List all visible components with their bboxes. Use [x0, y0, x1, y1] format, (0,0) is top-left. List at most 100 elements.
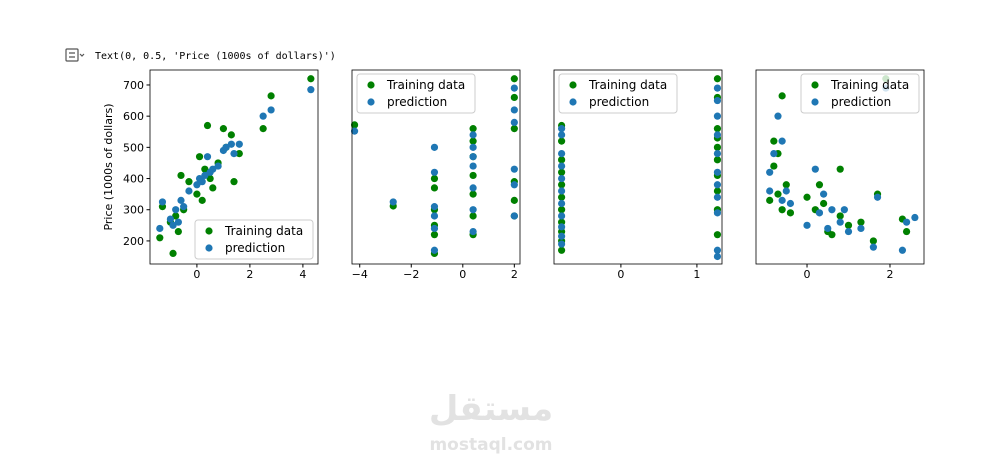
point [828, 231, 836, 239]
point [713, 131, 722, 139]
x-tick-label: 0 [617, 268, 624, 281]
point [158, 198, 167, 206]
point [350, 121, 359, 129]
y-tick-label: 500 [123, 141, 144, 154]
x-tick-label: 4 [299, 268, 306, 281]
point [811, 165, 819, 173]
point [430, 174, 439, 183]
point [713, 96, 722, 105]
point [510, 75, 518, 83]
legend-box [558, 73, 678, 114]
point [430, 224, 439, 233]
point [469, 153, 477, 161]
point [169, 249, 177, 257]
y-tick-label: 600 [123, 110, 144, 123]
point [156, 234, 164, 242]
point [430, 203, 439, 211]
point [469, 171, 477, 180]
y-tick-label: 400 [123, 173, 144, 186]
point [219, 125, 228, 133]
x-tick-label: 2 [246, 268, 253, 281]
point [430, 231, 439, 239]
point [180, 203, 188, 211]
legend-box [800, 73, 920, 114]
x-tick-label: 0 [804, 268, 811, 281]
point [201, 165, 209, 173]
y-axis-label: Price (1000s of dollars) [102, 103, 115, 230]
point [815, 181, 824, 189]
point [185, 187, 193, 195]
point [558, 168, 566, 176]
legend-marker [367, 81, 375, 89]
point [469, 131, 477, 139]
output-text: Text(0, 0.5, 'Price (1000s of dollars)') [95, 51, 336, 62]
legend-marker [811, 98, 819, 106]
point [840, 206, 848, 214]
point [193, 181, 201, 189]
legend-label: Training data [224, 224, 303, 238]
legend-label: prediction [225, 241, 285, 255]
point [558, 223, 566, 231]
y-tick-label: 200 [123, 235, 144, 248]
point [786, 199, 795, 208]
point [469, 125, 477, 133]
point [510, 125, 518, 133]
point [174, 227, 182, 236]
point [713, 112, 722, 120]
watermark-arabic: مستقل [429, 389, 553, 429]
point [185, 178, 193, 186]
point [558, 193, 566, 201]
point [713, 193, 722, 201]
legend-label: prediction [589, 95, 649, 109]
point [193, 190, 201, 198]
point [844, 221, 853, 229]
point [510, 212, 518, 220]
point [869, 243, 877, 251]
point [259, 125, 267, 133]
point [198, 196, 206, 204]
point [201, 171, 209, 180]
point [713, 187, 722, 195]
point [713, 246, 722, 254]
output-icon[interactable] [65, 48, 85, 62]
x-tick-label: 2 [511, 268, 518, 281]
point [469, 212, 477, 220]
point [195, 153, 204, 161]
x-tick-label: 0 [459, 268, 466, 281]
legend-label: prediction [387, 95, 447, 109]
point [778, 196, 786, 204]
point [510, 84, 518, 92]
point [510, 181, 518, 189]
point [844, 227, 853, 236]
point [713, 231, 722, 239]
legend-box [194, 219, 314, 260]
point [169, 221, 177, 229]
point [227, 131, 235, 139]
legend-label: Training data [386, 78, 465, 92]
legend-label: Training data [588, 78, 667, 92]
point [902, 227, 911, 236]
legend-marker [569, 81, 577, 89]
point [803, 193, 811, 201]
point [389, 198, 397, 206]
point [782, 181, 790, 189]
point [836, 212, 844, 220]
point [469, 184, 477, 192]
point [510, 165, 518, 173]
point [558, 162, 566, 170]
point [267, 106, 275, 114]
point [558, 206, 566, 214]
watermark-latin: mostaql.com [429, 435, 552, 455]
point [558, 212, 566, 220]
point [713, 252, 722, 261]
point [469, 137, 477, 145]
point [815, 209, 824, 217]
legend-marker [811, 81, 819, 89]
point [222, 143, 230, 151]
point [430, 184, 439, 192]
point [713, 125, 722, 133]
legend-marker [569, 98, 577, 106]
point [770, 137, 778, 145]
x-tick-label: 0 [193, 268, 200, 281]
point [869, 237, 877, 245]
